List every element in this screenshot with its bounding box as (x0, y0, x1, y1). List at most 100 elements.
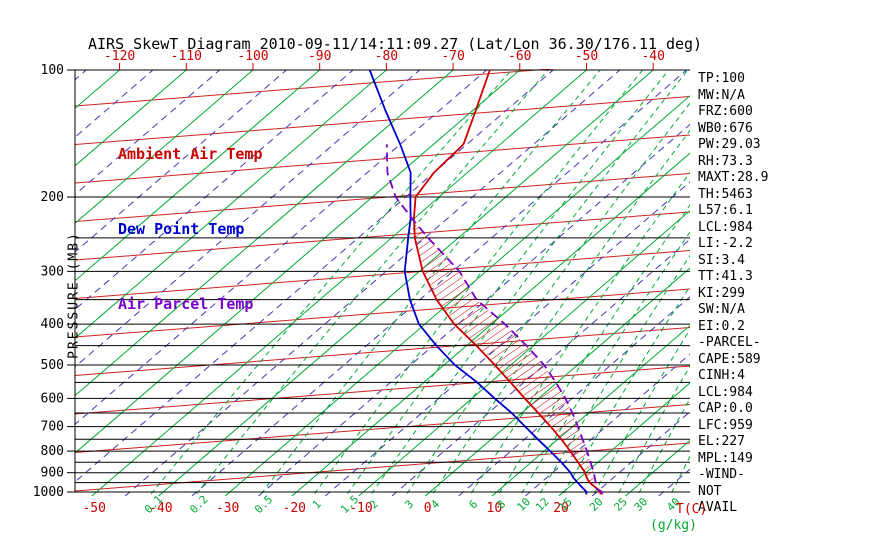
pressure-tick-label: 600 (41, 391, 64, 406)
pressure-tick-label: 400 (41, 317, 64, 332)
mixing-ratio-line (259, 69, 601, 496)
mixing-ratio-line (468, 171, 690, 496)
temp-bottom-tick-label: -20 (283, 501, 306, 516)
mixing-ratio-label: 0.2 (187, 493, 210, 516)
isotherm-dashed-line (75, 69, 287, 253)
isotherm-line (358, 209, 690, 496)
stat-line: KI:299 (698, 285, 745, 301)
pressure-tick-label: 200 (41, 190, 64, 205)
stat-line: AVAIL (698, 500, 738, 515)
mixing-ratio-line (404, 102, 690, 496)
temp-top-tick-label: -120 (104, 49, 135, 64)
stat-line: EI:0.2 (698, 318, 745, 334)
isotherm-dashed-line (591, 411, 690, 496)
mixing-ratio-label: 1 (310, 498, 324, 512)
pressure-axis-label: PRESSURE (MB) (66, 231, 82, 359)
stat-line: PW:29.03 (698, 137, 761, 152)
temp-bottom-tick-label: -40 (149, 501, 172, 516)
mixing-ratio-label: 0.5 (252, 493, 275, 516)
temp-bottom-tick-label: 10 (487, 501, 503, 516)
pressure-tick-label: 1000 (33, 485, 64, 500)
ambient-temp-curve (412, 69, 602, 495)
height-guide-line (75, 211, 690, 261)
isotherm-dashed-line (124, 69, 621, 496)
temp-top-tick-label: -80 (375, 49, 398, 64)
isotherm-dashed-line (0, 70, 20, 496)
isotherm-line (75, 69, 521, 454)
mixing-ratio-line (345, 69, 670, 496)
temp-top-tick-label: -50 (575, 49, 598, 64)
stat-line: RH:73.3 (698, 153, 753, 169)
stat-line: CAP:0.0 (698, 401, 753, 416)
stat-line: TH:5463 (698, 186, 753, 202)
mixing-ratio-line (369, 69, 689, 496)
mixing-ratio-label: 25 (611, 495, 630, 514)
height-guide-line (75, 69, 556, 107)
isotherm-dashed-line (324, 181, 690, 496)
isotherm-dashed-line (75, 69, 554, 483)
legend-item-parcel: Air Parcel Temp (118, 295, 254, 313)
stat-line: -PARCEL- (698, 335, 761, 350)
stat-line: WB0:676 (698, 120, 753, 136)
stat-line: MW:N/A (698, 87, 745, 103)
mixing-unit-label: (g/kg) (650, 518, 697, 533)
mixing-ratio-label: 3 (402, 498, 416, 512)
isotherm-line (158, 69, 654, 496)
temp-top-tick-label: -70 (441, 49, 464, 64)
pressure-tick-label: 100 (41, 63, 64, 78)
stat-line: TP:100 (698, 71, 745, 86)
isotherm-dashed-line (525, 353, 690, 496)
height-guide-line (75, 288, 690, 338)
pressure-tick-label: 900 (41, 466, 64, 481)
stat-line: LCL:984 (698, 384, 753, 400)
isotherm-dashed-line (458, 296, 690, 496)
temp-top-tick-label: -90 (308, 49, 331, 64)
stat-line: SI:3.4 (698, 252, 745, 268)
mixing-ratio-line (430, 129, 690, 496)
mixing-ratio-label: 6 (466, 498, 480, 512)
mixing-ratio-line (497, 204, 690, 496)
stat-line: NOT (698, 483, 722, 499)
isotherm-dashed-line (75, 69, 354, 311)
height-guide-line (75, 134, 690, 184)
mixing-ratio-label: 20 (587, 495, 606, 514)
temp-bottom-tick-label: 0 (424, 501, 432, 516)
isotherm-line (91, 69, 587, 496)
temp-bottom-tick-label: -10 (349, 501, 372, 516)
isotherm-dashed-line (258, 123, 690, 496)
pressure-tick-label: 500 (41, 358, 64, 373)
stat-line: LCL:984 (698, 219, 753, 235)
mixing-ratio-label: 10 (514, 495, 533, 514)
cape-hatch-region (413, 220, 597, 485)
legend: Ambient Air Temp Dew Point Temp Air Parc… (118, 92, 263, 367)
stats-panel: TP:100 MW:N/A FRZ:600 WB0:676 PW:29.03 RH:73.… (698, 71, 768, 517)
legend-item-dewpoint: Dew Point Temp (118, 220, 245, 238)
isotherm-line (558, 382, 690, 496)
pressure-tick-label: 300 (41, 264, 64, 279)
isotherm-line (75, 69, 254, 224)
stat-line: TT:41.3 (698, 269, 753, 284)
temp-top-tick-label: -110 (171, 49, 202, 64)
height-guide-line (75, 365, 690, 415)
isotherm-line (75, 69, 454, 397)
mixing-ratio-line (194, 69, 549, 496)
temp-bottom-tick-label: -30 (216, 501, 239, 516)
isotherm-line (491, 324, 690, 496)
mixing-ratio-label: 30 (632, 495, 651, 514)
mixing-ratio-line (312, 69, 643, 496)
isotherm-line (75, 69, 187, 167)
height-guide-line (75, 96, 690, 145)
temp-top-tick-label: -40 (641, 49, 664, 64)
temp-bottom-tick-label: 20 (553, 501, 569, 516)
height-guide-line (75, 327, 690, 376)
stat-line: LFC:959 (698, 417, 753, 433)
pressure-tick-label: 700 (41, 420, 64, 435)
height-guide-line (75, 442, 690, 492)
stat-line: -WIND- (698, 467, 745, 482)
stat-line: MAXT:28.9 (698, 170, 769, 185)
isotherm-line (75, 69, 321, 282)
temp-unit-label: T(C) (676, 502, 708, 517)
dewpoint-temp-curve (368, 69, 588, 495)
